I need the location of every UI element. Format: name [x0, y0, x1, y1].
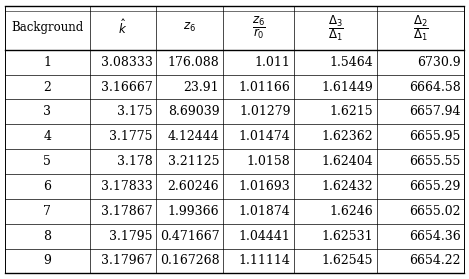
Text: 1.0158: 1.0158	[247, 155, 290, 168]
Text: 3.178: 3.178	[117, 155, 152, 168]
Text: 9: 9	[43, 254, 51, 268]
Text: 2: 2	[43, 81, 51, 93]
Text: 3.16667: 3.16667	[101, 81, 152, 93]
Text: 1.01874: 1.01874	[239, 205, 290, 218]
Text: 1.11114: 1.11114	[239, 254, 290, 268]
Text: $\hat{k}$: $\hat{k}$	[119, 18, 128, 37]
Text: 3.17867: 3.17867	[101, 205, 152, 218]
Text: 1.011: 1.011	[255, 56, 290, 69]
Text: 3.17967: 3.17967	[101, 254, 152, 268]
Text: 1.01279: 1.01279	[239, 105, 290, 118]
Text: 6655.02: 6655.02	[409, 205, 461, 218]
Text: 1.6215: 1.6215	[330, 105, 373, 118]
Text: 1.62404: 1.62404	[321, 155, 373, 168]
Text: 1.04441: 1.04441	[239, 230, 290, 243]
Text: 3: 3	[43, 105, 51, 118]
Text: 1.01166: 1.01166	[239, 81, 290, 93]
Text: 6654.36: 6654.36	[409, 230, 461, 243]
Text: 6657.94: 6657.94	[409, 105, 461, 118]
Text: $z_6$: $z_6$	[183, 21, 196, 34]
Text: 1.62432: 1.62432	[322, 180, 373, 193]
Text: 2.60246: 2.60246	[167, 180, 219, 193]
Text: 0.471667: 0.471667	[159, 230, 219, 243]
Text: 1.5464: 1.5464	[330, 56, 373, 69]
Text: 6: 6	[43, 180, 51, 193]
Text: $\dfrac{z_6}{r_0}$: $\dfrac{z_6}{r_0}$	[252, 14, 265, 41]
Text: 1: 1	[43, 56, 51, 69]
Text: $\dfrac{\Delta_2}{\Delta_1}$: $\dfrac{\Delta_2}{\Delta_1}$	[413, 13, 429, 43]
Text: 6664.58: 6664.58	[409, 81, 461, 93]
Text: 1.99366: 1.99366	[167, 205, 219, 218]
Text: 6654.22: 6654.22	[409, 254, 461, 268]
Text: 6655.95: 6655.95	[409, 130, 461, 143]
Text: 1.01693: 1.01693	[239, 180, 290, 193]
Text: 1.62362: 1.62362	[322, 130, 373, 143]
Text: 8: 8	[43, 230, 51, 243]
Text: 1.6246: 1.6246	[330, 205, 373, 218]
Text: 1.61449: 1.61449	[321, 81, 373, 93]
Text: 23.91: 23.91	[184, 81, 219, 93]
Text: 1.62545: 1.62545	[322, 254, 373, 268]
Text: 3.08333: 3.08333	[101, 56, 152, 69]
Text: 1.01474: 1.01474	[239, 130, 290, 143]
Text: 6655.29: 6655.29	[409, 180, 461, 193]
Text: 3.1795: 3.1795	[109, 230, 152, 243]
Text: 4: 4	[43, 130, 51, 143]
Text: 0.167268: 0.167268	[159, 254, 219, 268]
Text: $\dfrac{\Delta_3}{\Delta_1}$: $\dfrac{\Delta_3}{\Delta_1}$	[328, 13, 343, 43]
Text: 5: 5	[43, 155, 51, 168]
Text: 6655.55: 6655.55	[409, 155, 461, 168]
Text: 4.12444: 4.12444	[167, 130, 219, 143]
Text: 1.62531: 1.62531	[322, 230, 373, 243]
Text: 3.1775: 3.1775	[109, 130, 152, 143]
Text: 3.21125: 3.21125	[168, 155, 219, 168]
Text: 3.17833: 3.17833	[101, 180, 152, 193]
Text: 6730.9: 6730.9	[417, 56, 461, 69]
Text: 176.088: 176.088	[167, 56, 219, 69]
Text: 3.175: 3.175	[117, 105, 152, 118]
Text: 7: 7	[43, 205, 51, 218]
Text: Background: Background	[11, 21, 83, 34]
Text: 8.69039: 8.69039	[167, 105, 219, 118]
